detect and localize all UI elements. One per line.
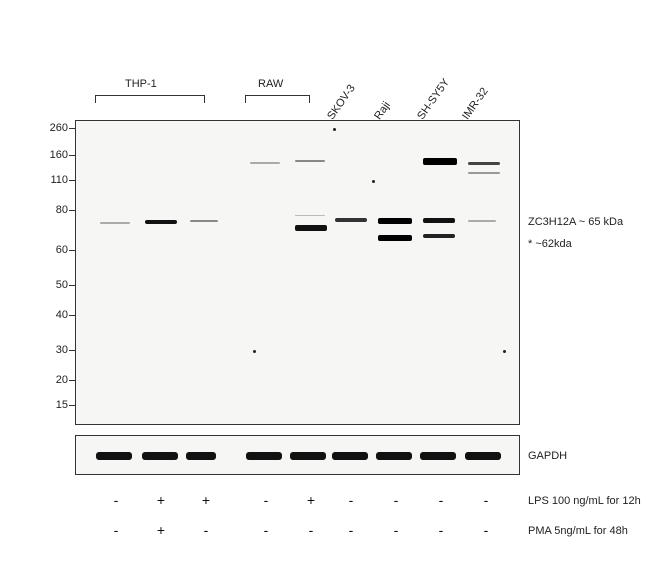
protein-band <box>423 218 455 223</box>
tick <box>69 128 75 129</box>
protein-band <box>468 220 496 222</box>
treatment-mark: - <box>260 522 272 538</box>
tick <box>69 405 75 406</box>
treatment-mark: - <box>390 492 402 508</box>
bracket-thp1 <box>95 95 205 103</box>
figure-container: THP-1 RAW SKOV-3 Raji SH-SY5Y IMR-32 260… <box>0 0 650 574</box>
sample-label-imr32: IMR-32 <box>460 86 491 122</box>
mw-80: 80 <box>38 204 68 216</box>
mw-260: 260 <box>38 122 68 134</box>
tick <box>69 350 75 351</box>
protein-band <box>100 222 130 224</box>
treatment-mark: - <box>435 492 447 508</box>
mw-15: 15 <box>38 399 68 411</box>
gapdh-band <box>290 452 326 460</box>
tick <box>69 155 75 156</box>
treatment-mark: - <box>435 522 447 538</box>
treatment-mark: - <box>305 522 317 538</box>
treatment-mark: - <box>260 492 272 508</box>
alt-band-label: * ~62kda <box>528 238 572 250</box>
treatment-mark: - <box>480 522 492 538</box>
blot-speck <box>253 350 256 353</box>
gapdh-band <box>420 452 456 460</box>
treatment-mark: + <box>155 492 167 508</box>
gapdh-band <box>332 452 368 460</box>
tick <box>69 285 75 286</box>
protein-band <box>335 218 367 222</box>
protein-band <box>423 158 457 165</box>
tick <box>69 180 75 181</box>
treatment-mark: - <box>345 522 357 538</box>
target-band-label: ZC3H12A ~ 65 kDa <box>528 216 623 228</box>
blot-speck <box>503 350 506 353</box>
treatment-mark: - <box>110 492 122 508</box>
treatment-mark: + <box>305 492 317 508</box>
treatment-pma-label: PMA 5ng/mL for 48h <box>528 525 628 537</box>
protein-band <box>468 172 500 174</box>
protein-band <box>295 160 325 162</box>
treatment-mark: + <box>200 492 212 508</box>
tick <box>69 380 75 381</box>
sample-label-thp1: THP-1 <box>125 78 157 90</box>
gapdh-band <box>142 452 178 460</box>
protein-band <box>190 220 218 222</box>
protein-band <box>468 162 500 165</box>
mw-160: 160 <box>38 149 68 161</box>
mw-20: 20 <box>38 374 68 386</box>
blot-speck <box>372 180 375 183</box>
gapdh-band <box>246 452 282 460</box>
gapdh-band <box>186 452 216 460</box>
protein-band <box>295 215 325 216</box>
sample-label-raw: RAW <box>258 78 283 90</box>
protein-band <box>295 225 327 231</box>
mw-50: 50 <box>38 279 68 291</box>
sample-label-raji: Raji <box>372 100 393 122</box>
treatment-mark: - <box>110 522 122 538</box>
tick <box>69 250 75 251</box>
tick <box>69 315 75 316</box>
blot-speck <box>333 128 336 131</box>
gapdh-band <box>376 452 412 460</box>
protein-band <box>378 218 412 224</box>
gapdh-band <box>96 452 132 460</box>
protein-band <box>145 220 177 224</box>
treatment-mark: - <box>200 522 212 538</box>
tick <box>69 210 75 211</box>
protein-band <box>250 162 280 164</box>
mw-30: 30 <box>38 344 68 356</box>
sample-label-skov3: SKOV-3 <box>325 83 358 122</box>
treatment-mark: - <box>480 492 492 508</box>
protein-band <box>423 234 455 238</box>
mw-40: 40 <box>38 309 68 321</box>
mw-60: 60 <box>38 244 68 256</box>
treatment-lps-label: LPS 100 ng/mL for 12h <box>528 495 641 507</box>
sample-label-shsy5y: SH-SY5Y <box>415 77 452 122</box>
main-blot <box>75 120 520 425</box>
treatment-mark: - <box>390 522 402 538</box>
gapdh-band <box>465 452 501 460</box>
protein-band <box>378 235 412 241</box>
bracket-raw <box>245 95 310 103</box>
mw-110: 110 <box>38 174 68 186</box>
gapdh-label: GAPDH <box>528 450 567 462</box>
treatment-mark: - <box>345 492 357 508</box>
treatment-mark: + <box>155 522 167 538</box>
